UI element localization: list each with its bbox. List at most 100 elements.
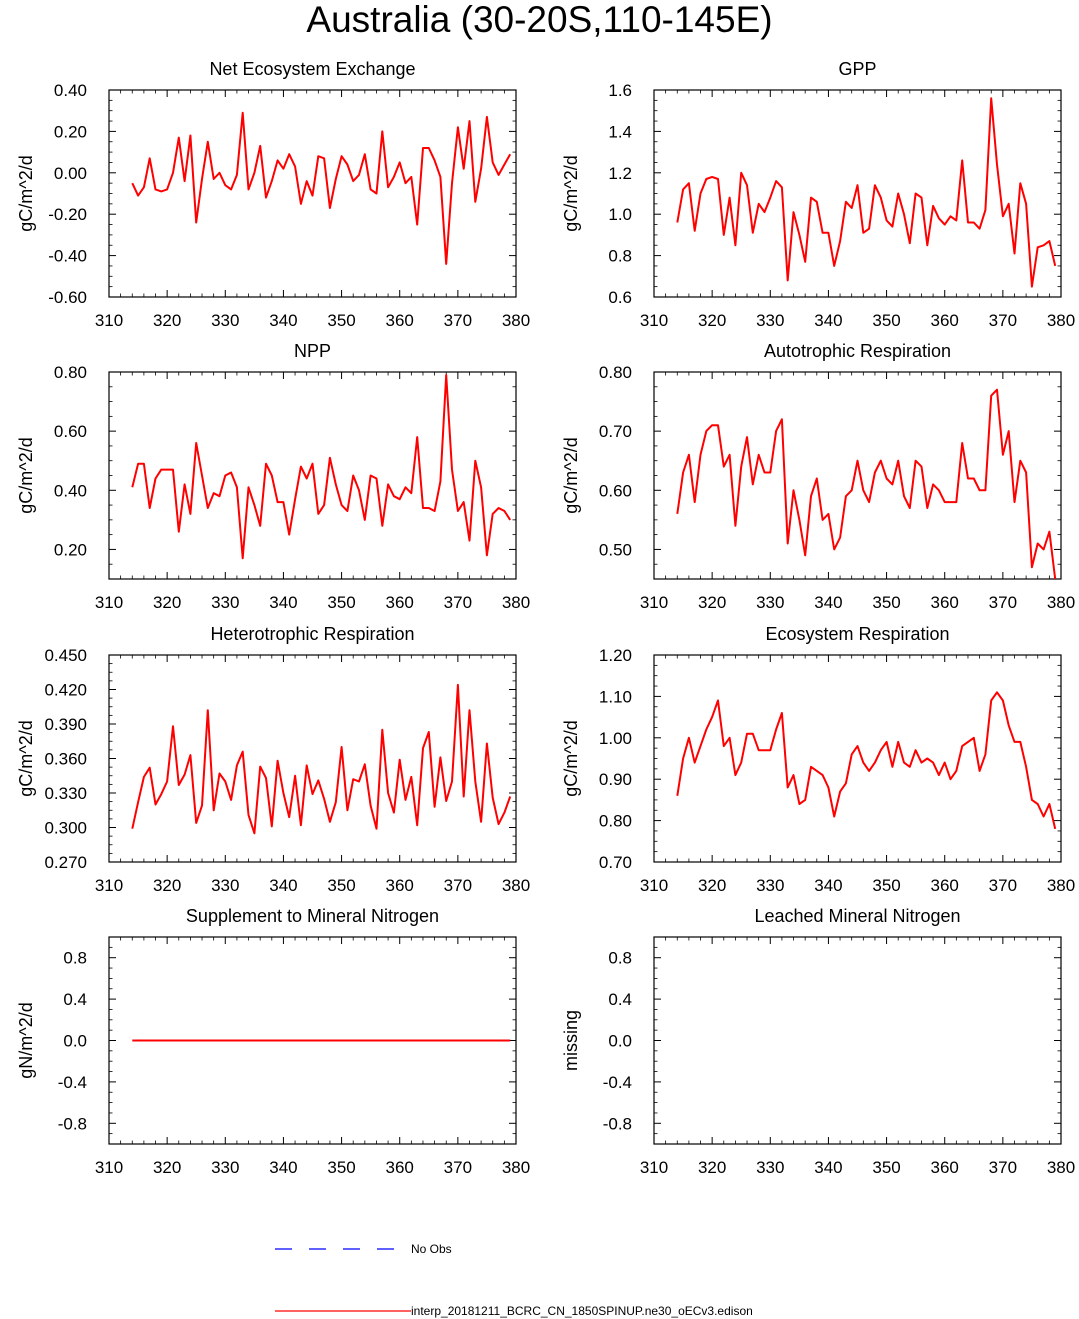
x-tick-label: 380 [502,593,530,612]
x-tick-label: 370 [989,311,1017,330]
y-tick-label: 1.10 [599,687,632,706]
x-tick-label: 340 [269,1158,297,1177]
chart-panel: 310 320 330 340 350 360 370 380 -0.8 -0.4 0.0 0.4 0.… [561,906,1075,1177]
y-tick-label: 1.00 [599,729,632,748]
x-tick-label: 330 [756,593,784,612]
y-tick-label: 0.360 [44,750,87,769]
x-tick-label: 360 [931,876,959,895]
y-tick-label: 1.2 [608,164,632,183]
legend-entry-obs: No Obs [275,1242,452,1256]
x-tick-label: 330 [211,593,239,612]
y-tick-label: 0.70 [599,422,632,441]
y-tick-label: 0.80 [599,812,632,831]
series-line [131,683,512,835]
y-tick-label: 0.8 [63,949,87,968]
y-tick-label: 1.20 [599,646,632,665]
y-axis-label: gC/m^2/d [16,155,36,231]
x-tick-label: 320 [698,1158,726,1177]
x-tick-label: 380 [502,876,530,895]
x-tick-label: 310 [95,876,123,895]
y-tick-label: -0.8 [603,1114,632,1133]
x-tick-label: 310 [95,1158,123,1177]
y-tick-label: 0.420 [44,681,87,700]
x-tick-label: 350 [872,876,900,895]
series-line [131,374,512,560]
x-tick-label: 350 [872,593,900,612]
x-tick-label: 330 [756,876,784,895]
x-tick-label: 350 [327,311,355,330]
x-tick-label: 350 [327,1158,355,1177]
x-tick-label: 370 [444,311,472,330]
x-tick-label: 320 [153,1158,181,1177]
y-tick-label: 0.6 [608,288,632,307]
x-tick-label: 330 [211,876,239,895]
y-tick-label: -0.4 [603,1073,632,1092]
x-tick-label: 330 [211,1158,239,1177]
x-tick-label: 320 [698,593,726,612]
y-tick-label: 0.0 [63,1032,87,1051]
x-tick-label: 310 [95,311,123,330]
series-line [676,388,1057,580]
legend-obs-line [275,1248,411,1250]
y-tick-label: 1.0 [608,205,632,224]
x-tick-label: 380 [1047,593,1075,612]
chart-panel: 310 320 330 340 350 360 370 380 -0.8 -0.4 0.0 0.4 0.… [16,906,530,1177]
x-tick-label: 360 [931,311,959,330]
x-tick-label: 370 [989,593,1017,612]
y-axis-label: gC/m^2/d [561,437,581,513]
chart-title: Leached Mineral Nitrogen [754,906,960,926]
chart-title: NPP [294,341,331,361]
x-tick-label: 310 [95,593,123,612]
x-tick-label: 340 [269,876,297,895]
x-tick-label: 330 [756,311,784,330]
y-tick-label: 0.00 [54,164,87,183]
x-tick-label: 370 [444,876,472,895]
y-tick-label: 0.20 [54,540,87,559]
x-tick-label: 340 [269,593,297,612]
x-tick-label: 330 [756,1158,784,1177]
chart-title: GPP [838,59,876,79]
x-tick-label: 320 [698,876,726,895]
y-axis-label: gC/m^2/d [561,720,581,796]
series-line [676,97,1057,288]
y-tick-label: 0.4 [63,990,87,1009]
y-tick-label: 0.390 [44,715,87,734]
y-tick-label: -0.8 [58,1114,87,1133]
y-tick-label: 0.90 [599,770,632,789]
plot-frame [653,654,1062,863]
y-tick-label: 0.40 [54,481,87,500]
y-axis-label: missing [561,1010,581,1071]
legend-model-label: interp_20181211_BCRC_CN_1850SPINUP.ne30_… [411,1304,753,1318]
chart-title: Supplement to Mineral Nitrogen [186,906,439,926]
y-axis-label: gN/m^2/d [16,1002,36,1078]
y-tick-label: -0.20 [48,205,87,224]
x-tick-label: 330 [211,311,239,330]
x-tick-label: 380 [502,1158,530,1177]
y-tick-label: 0.20 [54,122,87,141]
plot-frame [108,371,517,580]
chart-panel: 310 320 330 340 350 360 370 380 0.270 0.300 0.330 0… [16,624,530,895]
x-tick-label: 340 [269,311,297,330]
x-tick-label: 340 [814,311,842,330]
y-tick-label: 0.270 [44,853,87,872]
x-tick-label: 380 [1047,311,1075,330]
x-tick-label: 370 [989,876,1017,895]
chart-title: Autotrophic Respiration [764,341,951,361]
x-tick-label: 350 [327,876,355,895]
y-tick-label: -0.60 [48,288,87,307]
y-tick-label: 1.4 [608,122,632,141]
x-tick-label: 360 [386,311,414,330]
series-line [676,691,1057,830]
plot-frame [653,371,1062,580]
y-tick-label: 0.8 [608,949,632,968]
x-tick-label: 320 [153,593,181,612]
x-tick-label: 370 [989,1158,1017,1177]
y-tick-label: 0.450 [44,646,87,665]
x-tick-label: 340 [814,1158,842,1177]
y-tick-label: 0.50 [599,540,632,559]
x-tick-label: 310 [640,876,668,895]
y-tick-label: 0.70 [599,853,632,872]
x-tick-label: 360 [931,1158,959,1177]
x-tick-label: 310 [640,1158,668,1177]
chart-panels: 310 320 330 340 350 360 370 380 -0.60 -0.40 -0.20 0… [16,59,1075,1177]
